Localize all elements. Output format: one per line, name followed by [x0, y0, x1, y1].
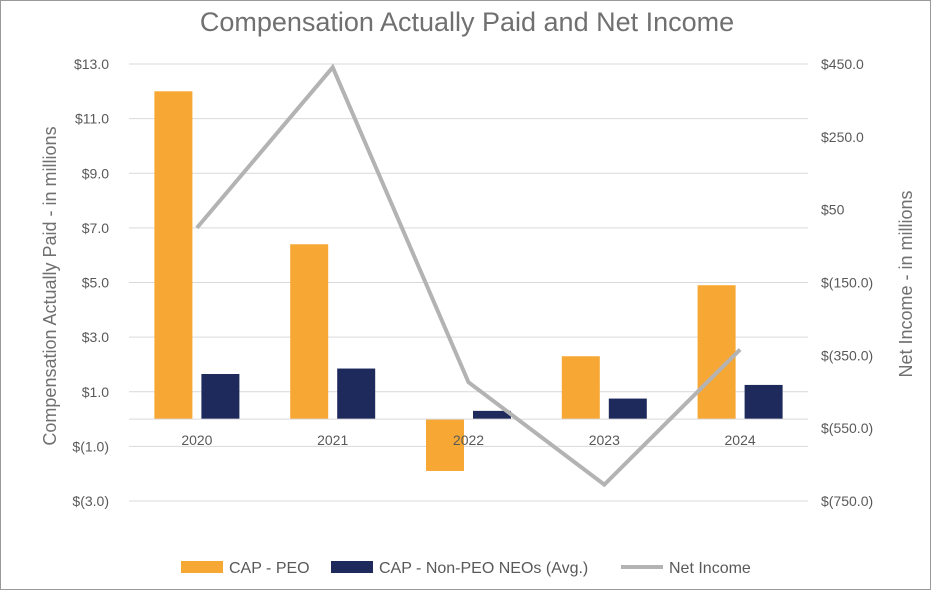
bars [154, 91, 783, 471]
right-tick-label: $(550.0) [821, 420, 873, 436]
bar-cap-non-peo-neos-avg-2020 [201, 373, 240, 420]
left-axis-title: Compensation Actually Paid - in millions [40, 126, 60, 445]
bar-cap-non-peo-neos-avg-2022 [473, 410, 511, 420]
category-label-2020: 2020 [181, 432, 212, 448]
right-tick-label: $(750.0) [821, 493, 873, 509]
right-tick-label: $250.0 [821, 129, 864, 145]
category-label-2023: 2023 [589, 432, 620, 448]
bar-cap-non-peo-neos-avg-2024 [744, 384, 783, 420]
bar-cap-peo-2022 [426, 419, 464, 471]
bar-cap-peo-2020 [154, 91, 193, 420]
chart-title: Compensation Actually Paid and Net Incom… [200, 7, 734, 37]
left-tick-label: $11.0 [75, 111, 109, 127]
right-tick-label: $(150.0) [821, 275, 873, 291]
category-label-2021: 2021 [317, 432, 348, 448]
left-tick-label: $1.0 [82, 384, 109, 400]
left-axis-ticks: $13.0 $11.0 $9.0 $7.0 $5.0 $3.0 $1.0 $(1.0) $(3.… [72, 56, 109, 509]
category-label-2024: 2024 [725, 432, 756, 448]
legend: CAP - PEO CAP - Non-PEO NEOs (Avg.) Net … [181, 560, 751, 577]
right-axis-title: Net Income - in millions [896, 190, 916, 377]
category-labels: 2020 2021 2022 2023 2024 [181, 432, 756, 448]
left-tick-label: $5.0 [82, 275, 109, 291]
right-tick-label: $(350.0) [821, 347, 873, 363]
bar-cap-peo-2021 [290, 244, 329, 420]
bar-cap-non-peo-neos-avg-2023 [608, 398, 647, 420]
left-tick-label: $(1.0) [72, 438, 109, 454]
left-tick-label: $7.0 [82, 220, 109, 236]
right-tick-label: $50 [821, 202, 845, 218]
legend-label-cap-peo: CAP - PEO [229, 560, 310, 577]
right-tick-label: $450.0 [821, 56, 864, 72]
right-axis-ticks: $450.0 $250.0 $50 $(150.0) $(350.0) $(550.0) $… [821, 56, 873, 509]
left-tick-label: $13.0 [74, 56, 109, 72]
category-label-2022: 2022 [453, 432, 484, 448]
bar-cap-peo-2023 [561, 356, 600, 420]
legend-label-cap-non-peo: CAP - Non-PEO NEOs (Avg.) [379, 560, 588, 577]
legend-swatch-cap-non-peo [331, 561, 373, 573]
legend-swatch-cap-peo [181, 561, 223, 573]
left-tick-label: $9.0 [82, 165, 109, 181]
left-tick-label: $(3.0) [72, 493, 109, 509]
net-income-line [195, 63, 742, 488]
legend-label-net-income: Net Income [669, 560, 751, 577]
bar-cap-non-peo-neos-avg-2021 [337, 368, 376, 420]
bar-cap-peo-2024 [697, 285, 736, 420]
left-tick-label: $3.0 [82, 329, 109, 345]
